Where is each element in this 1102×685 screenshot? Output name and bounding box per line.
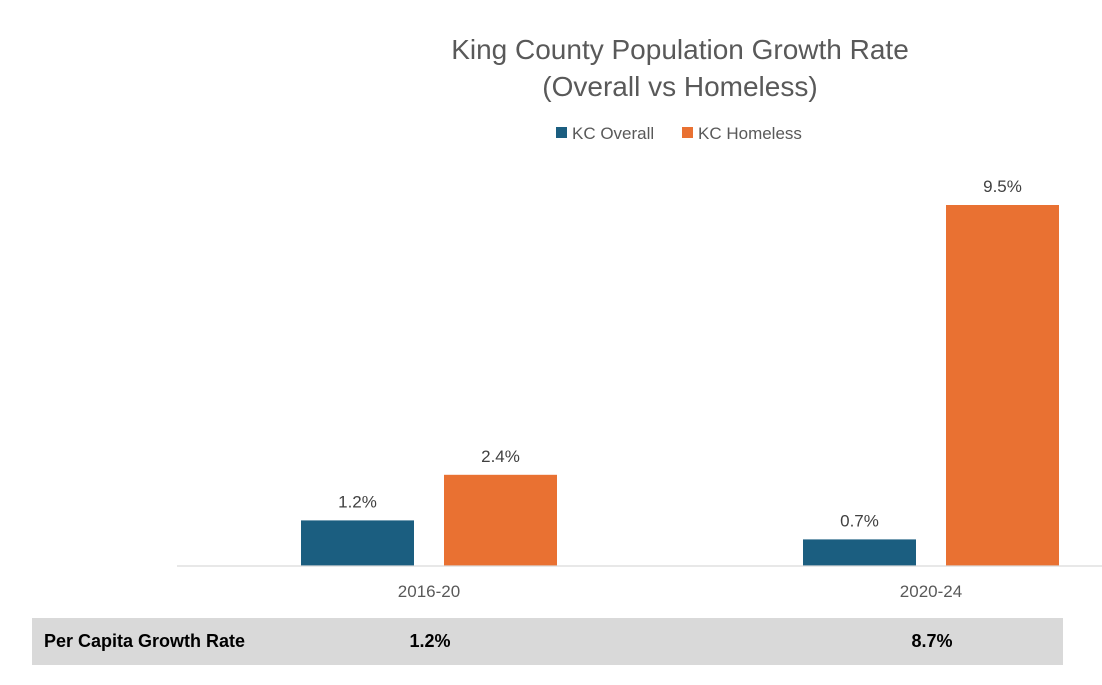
growth-rate-table: Per Capita Growth Rate 1.2% 8.7% bbox=[32, 618, 1063, 665]
chart-title: King County Population Growth Rate bbox=[451, 34, 909, 65]
table-value-2016-20: 1.2% bbox=[409, 631, 451, 651]
x-tick-label-2016-20: 2016-20 bbox=[398, 582, 460, 601]
bar-kc-overall-2020-24 bbox=[803, 539, 916, 566]
data-label-kc-homeless-2020-24: 9.5% bbox=[983, 177, 1022, 196]
legend: KC Overall KC Homeless bbox=[556, 124, 802, 143]
table-value-2020-24: 8.7% bbox=[911, 631, 953, 651]
x-tick-label-2020-24: 2020-24 bbox=[900, 582, 962, 601]
legend-swatch-kc-overall bbox=[556, 127, 567, 138]
table-row-label: Per Capita Growth Rate bbox=[44, 631, 246, 651]
legend-label-kc-homeless: KC Homeless bbox=[698, 124, 802, 143]
bar-kc-homeless-2020-24 bbox=[946, 205, 1059, 566]
bar-chart: King County Population Growth Rate (Over… bbox=[177, 34, 1102, 601]
data-label-kc-overall-2020-24: 0.7% bbox=[840, 511, 879, 530]
legend-label-kc-overall: KC Overall bbox=[572, 124, 654, 143]
data-label-kc-homeless-2016-20: 2.4% bbox=[481, 447, 520, 466]
chart-subtitle: (Overall vs Homeless) bbox=[542, 71, 817, 102]
bar-kc-homeless-2016-20 bbox=[444, 474, 557, 566]
bar-kc-overall-2016-20 bbox=[301, 520, 414, 566]
legend-swatch-kc-homeless bbox=[682, 127, 693, 138]
data-label-kc-overall-2016-20: 1.2% bbox=[338, 492, 377, 511]
bars-group bbox=[301, 205, 1059, 566]
data-labels-group: 1.2% 0.7% 2.4% 9.5% bbox=[338, 177, 1022, 530]
